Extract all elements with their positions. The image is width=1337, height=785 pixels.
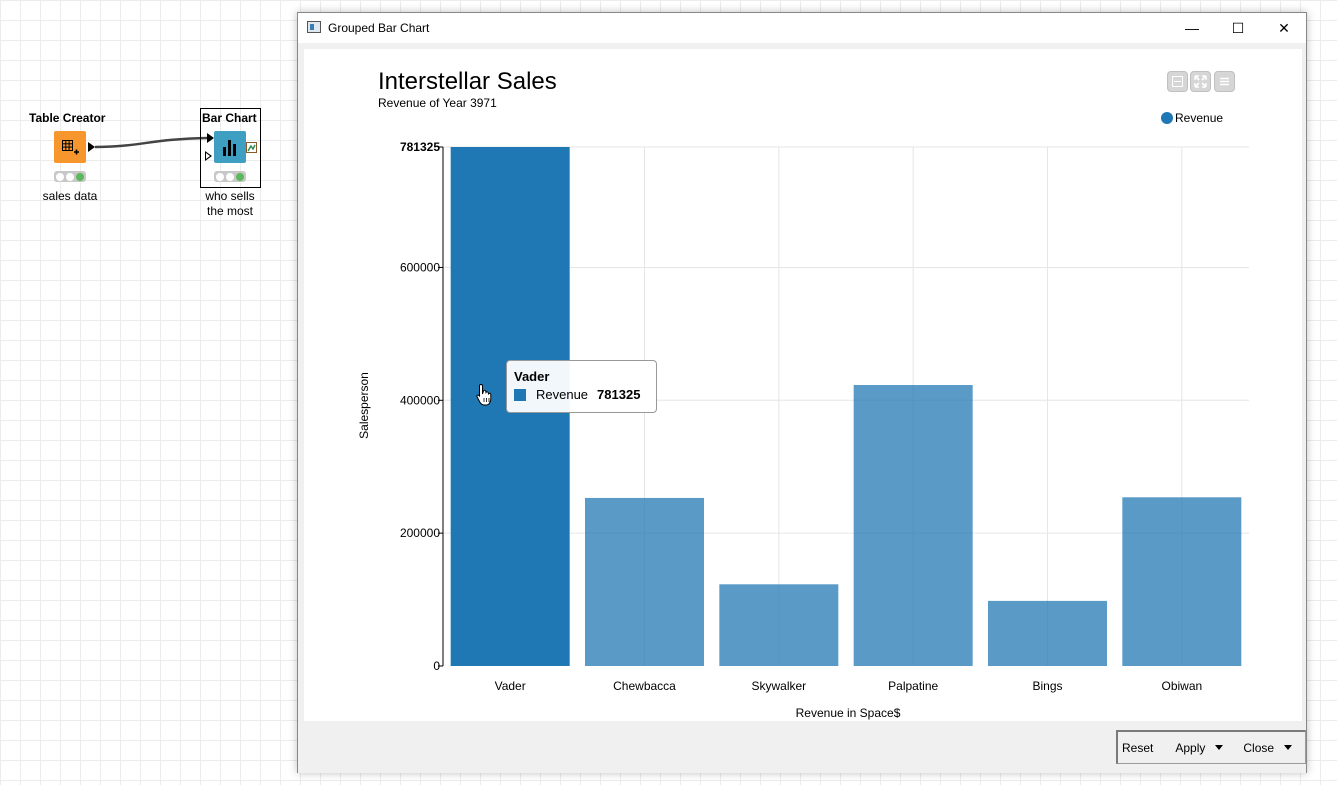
apply-dropdown-icon[interactable] [1215, 745, 1224, 750]
x-tick-label: Chewbacca [613, 679, 676, 693]
x-tick-label: Obiwan [1161, 679, 1202, 693]
y-axis-label: Salesperson [357, 372, 371, 439]
chart-view: 0 200000 400000 600000 781325 Vader Chewbacca S… [304, 49, 1302, 721]
y-tick-label: 0 [433, 659, 440, 673]
dialog-footer: Reset Apply Close [298, 727, 1306, 773]
bar-chart: 0 200000 400000 600000 781325 Vader Chewbacca S… [357, 140, 1249, 720]
node-title: Table Creator [29, 111, 106, 125]
close-button[interactable]: Close [1229, 732, 1298, 763]
y-tick-label: 200000 [400, 526, 440, 540]
x-tick-label: Skywalker [751, 679, 806, 693]
close-label: Close [1243, 740, 1275, 755]
fullscreen-icon[interactable] [1190, 71, 1211, 92]
legend-marker [1161, 112, 1173, 124]
chart-legend[interactable]: Revenue [1161, 111, 1223, 125]
app-icon [307, 21, 321, 33]
apply-label: Apply [1175, 740, 1206, 755]
input-port-optional[interactable] [205, 151, 212, 161]
node-title: Bar Chart [202, 111, 257, 125]
bar-obiwan[interactable] [1122, 497, 1242, 666]
menu-icon[interactable] [1214, 71, 1235, 92]
x-tick-label: Palpatine [888, 679, 938, 693]
chart-title: Interstellar Sales [378, 68, 557, 95]
status-traffic-light [54, 171, 86, 182]
chart-subtitle: Revenue of Year 3971 [378, 96, 497, 110]
bar-tooltip: Vader Revenue 781325 [506, 360, 657, 413]
collapse-icon[interactable] [1167, 71, 1188, 92]
bar-skywalker[interactable] [719, 584, 839, 666]
window-title: Grouped Bar Chart [328, 21, 430, 35]
minimize-button[interactable]: — [1185, 20, 1199, 36]
bar-bings[interactable] [988, 600, 1107, 666]
y-tick-label: 600000 [400, 260, 440, 274]
input-port[interactable] [207, 133, 214, 143]
maximize-button[interactable]: ☐ [1231, 19, 1245, 36]
x-tick-label: Bings [1032, 679, 1062, 693]
y-tick-label: 781325 [400, 140, 440, 154]
legend-label: Revenue [1175, 111, 1224, 125]
apply-button[interactable]: Apply [1159, 732, 1229, 763]
close-window-button[interactable]: ✕ [1278, 19, 1290, 36]
output-port[interactable] [88, 142, 95, 152]
tooltip-swatch [514, 388, 526, 401]
bar-chart-icon[interactable] [214, 131, 246, 163]
tooltip-value: 781325 [597, 387, 641, 402]
status-traffic-light [214, 171, 246, 182]
tooltip-category: Vader [514, 369, 550, 384]
tooltip-series: Revenue [536, 387, 589, 402]
node-label[interactable]: sales data [42, 189, 98, 203]
x-axis-label: Revenue in Space$ [796, 706, 901, 720]
bar-chewbacca[interactable] [585, 497, 704, 666]
node-label-line-1[interactable]: who sells [205, 189, 255, 203]
table-plus-icon[interactable] [54, 131, 86, 163]
node-label-line-2[interactable]: the most [206, 204, 254, 218]
node-selection-border [200, 108, 261, 188]
close-dropdown-icon[interactable] [1284, 745, 1293, 750]
bar-palpatine[interactable] [853, 385, 973, 666]
reset-button[interactable]: Reset [1122, 740, 1154, 755]
footer-button-group: Reset Apply Close [1116, 730, 1306, 764]
y-tick-label: 400000 [400, 393, 440, 407]
title-bar[interactable]: Grouped Bar Chart — ☐ ✕ [298, 13, 1306, 43]
x-tick-label: Vader [495, 679, 526, 693]
image-port-icon[interactable] [246, 142, 257, 153]
connection-line [94, 136, 209, 149]
hand-cursor-icon [476, 383, 492, 406]
grouped-bar-chart-window: Grouped Bar Chart — ☐ ✕ 0 200000 400000 600… [297, 12, 1307, 773]
